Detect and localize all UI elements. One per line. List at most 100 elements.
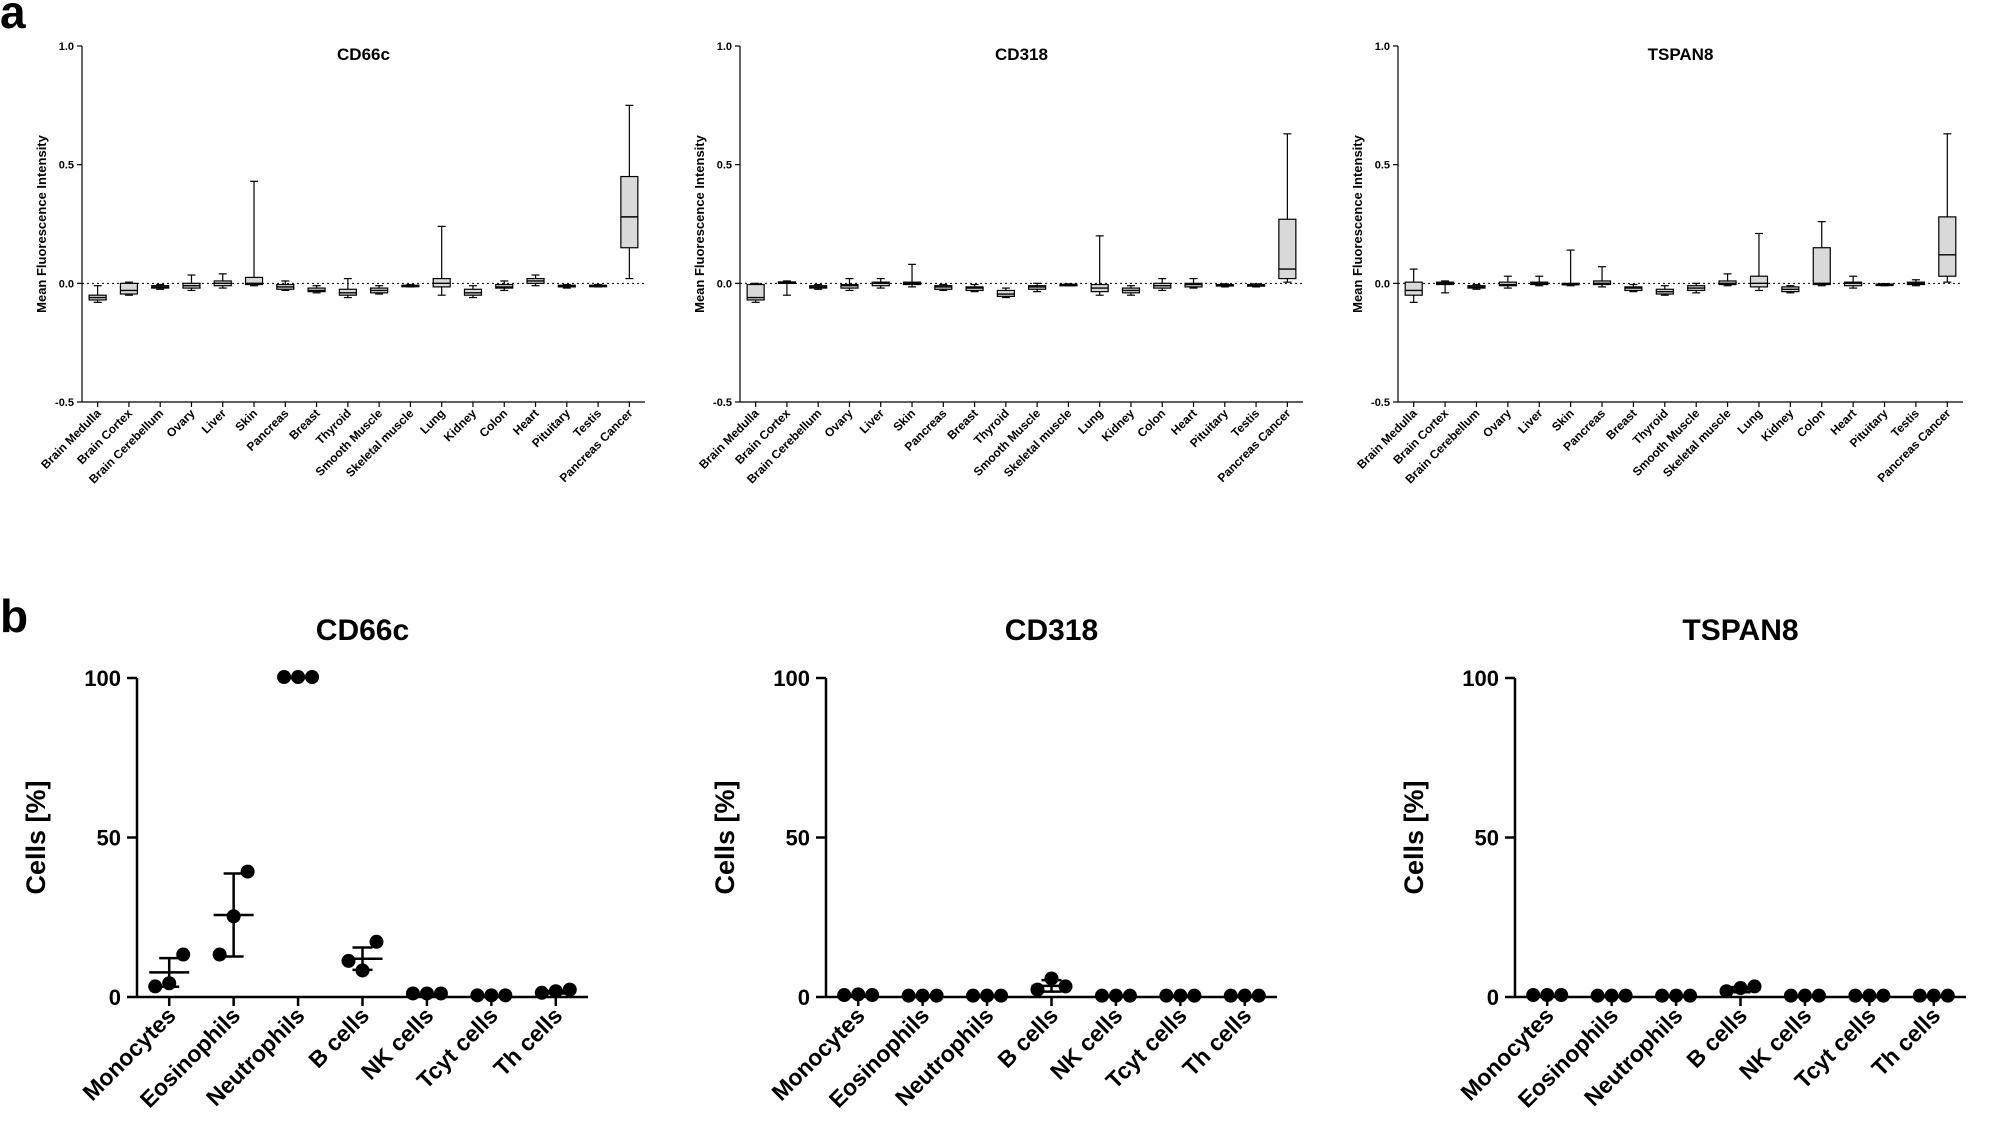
box-smooth-muscle bbox=[370, 285, 389, 295]
y-axis-label: Mean Fluorescence Intensity bbox=[692, 134, 707, 312]
box-testis bbox=[588, 283, 608, 288]
data-point bbox=[341, 953, 356, 968]
y-tick-label: 0.5 bbox=[59, 160, 74, 172]
chart-title: CD66c bbox=[316, 614, 409, 647]
group-b-cells bbox=[1719, 979, 1762, 999]
data-point bbox=[1669, 988, 1684, 1003]
group-neutrophils bbox=[966, 988, 1009, 1003]
chart-a-cd66c: CD66c Mean Fluorescence Intensity -0.5 0.0 0… bbox=[34, 41, 645, 486]
y-tick-label: 1.0 bbox=[59, 41, 74, 53]
y-tick-label: 0 bbox=[798, 985, 810, 1010]
y-tick-label: 0.5 bbox=[1375, 160, 1390, 172]
data-point bbox=[148, 979, 163, 994]
data-point bbox=[277, 670, 292, 684]
data-point bbox=[1223, 988, 1238, 1003]
box-pancreas bbox=[276, 280, 295, 292]
box-heart bbox=[1184, 277, 1203, 289]
data-point bbox=[966, 988, 981, 1003]
box-skeletal-muscle bbox=[401, 283, 420, 288]
data-point bbox=[562, 982, 577, 997]
data-point bbox=[980, 988, 995, 1003]
box-brain-cerebellum bbox=[151, 283, 170, 290]
y-tick-label: 0 bbox=[109, 985, 121, 1010]
x-tick-label: Liver bbox=[199, 406, 229, 436]
y-tick-label: 50 bbox=[97, 826, 121, 851]
data-point bbox=[915, 988, 930, 1003]
box-colon bbox=[1153, 277, 1172, 292]
y-tick-label: 100 bbox=[773, 666, 810, 691]
y-tick-label: 100 bbox=[84, 666, 121, 691]
box-pituitary bbox=[1215, 283, 1234, 288]
box-skeletal-muscle bbox=[1059, 283, 1078, 287]
y-tick-label: 1.0 bbox=[717, 41, 732, 53]
box-iqr bbox=[119, 282, 139, 295]
data-point bbox=[498, 988, 513, 1003]
box-ovary bbox=[182, 274, 201, 292]
data-point bbox=[305, 670, 320, 684]
data-point bbox=[548, 984, 563, 999]
data-point bbox=[1618, 988, 1633, 1003]
data-point bbox=[212, 947, 227, 962]
group-nk-cells bbox=[405, 986, 448, 1001]
box-thyroid bbox=[996, 287, 1015, 299]
box-iqr bbox=[620, 175, 639, 249]
data-point bbox=[1783, 988, 1798, 1003]
chart-title: TSPAN8 bbox=[1648, 45, 1714, 64]
box-skin bbox=[902, 263, 922, 288]
data-point bbox=[162, 976, 177, 991]
data-point bbox=[1159, 988, 1174, 1003]
data-point bbox=[1251, 988, 1266, 1003]
data-point bbox=[994, 988, 1009, 1003]
box-pancreas-cancer bbox=[1938, 133, 1957, 283]
box-iqr bbox=[244, 276, 264, 286]
data-point bbox=[1554, 988, 1569, 1003]
group-th-cells bbox=[534, 982, 577, 1000]
group-b-cells bbox=[341, 934, 384, 978]
group-eosinophils bbox=[1590, 988, 1633, 1003]
data-point bbox=[1108, 988, 1123, 1003]
data-point bbox=[1862, 988, 1877, 1003]
box-ovary bbox=[840, 277, 859, 292]
data-point bbox=[1173, 988, 1188, 1003]
data-point bbox=[1797, 988, 1812, 1003]
x-tick-label: Liver bbox=[857, 406, 887, 436]
box-smooth-muscle bbox=[1028, 282, 1047, 293]
x-tick-label: Kidney bbox=[441, 406, 479, 444]
box-lung bbox=[1749, 232, 1769, 292]
box-colon bbox=[1812, 221, 1831, 287]
group-th-cells bbox=[1912, 988, 1955, 1003]
y-axis-label: Cells [%] bbox=[1399, 780, 1429, 894]
box-iqr bbox=[1938, 216, 1957, 277]
data-point bbox=[851, 987, 866, 1002]
data-point bbox=[1044, 971, 1059, 986]
data-point bbox=[1719, 984, 1734, 999]
box-breast bbox=[1624, 283, 1643, 293]
x-tick-label: Skin bbox=[232, 406, 260, 434]
data-point bbox=[1094, 988, 1109, 1003]
chart-a-cd318: CD318 Mean Fluorescence Intensity -0.5 0.0 0… bbox=[692, 41, 1303, 486]
box-kidney bbox=[1121, 285, 1141, 296]
y-tick-label: 1.0 bbox=[1375, 41, 1390, 53]
data-point bbox=[1058, 979, 1073, 994]
box-thyroid bbox=[338, 277, 357, 299]
box-brain-cortex bbox=[119, 281, 139, 296]
data-point bbox=[1811, 988, 1826, 1003]
group-monocytes bbox=[837, 987, 880, 1003]
data-point bbox=[1848, 988, 1863, 1003]
box-brain-cortex bbox=[777, 280, 797, 296]
box-skin bbox=[1561, 249, 1580, 287]
x-tick-label: Kidney bbox=[1758, 406, 1796, 444]
data-point bbox=[837, 988, 852, 1003]
box-iqr bbox=[746, 283, 765, 301]
box-iqr bbox=[1404, 281, 1423, 296]
group-b-cells bbox=[1030, 971, 1073, 997]
y-axis-label: Cells [%] bbox=[710, 780, 740, 894]
box-lung bbox=[432, 225, 451, 296]
box-pancreas bbox=[1592, 266, 1612, 288]
box-heart bbox=[1844, 275, 1863, 289]
x-tick-label: Colon bbox=[1794, 406, 1828, 440]
x-tick-label: Th cells bbox=[1177, 1002, 1256, 1081]
panel-letter-a: a bbox=[0, 0, 26, 38]
y-tick-label: -0.5 bbox=[713, 397, 732, 409]
